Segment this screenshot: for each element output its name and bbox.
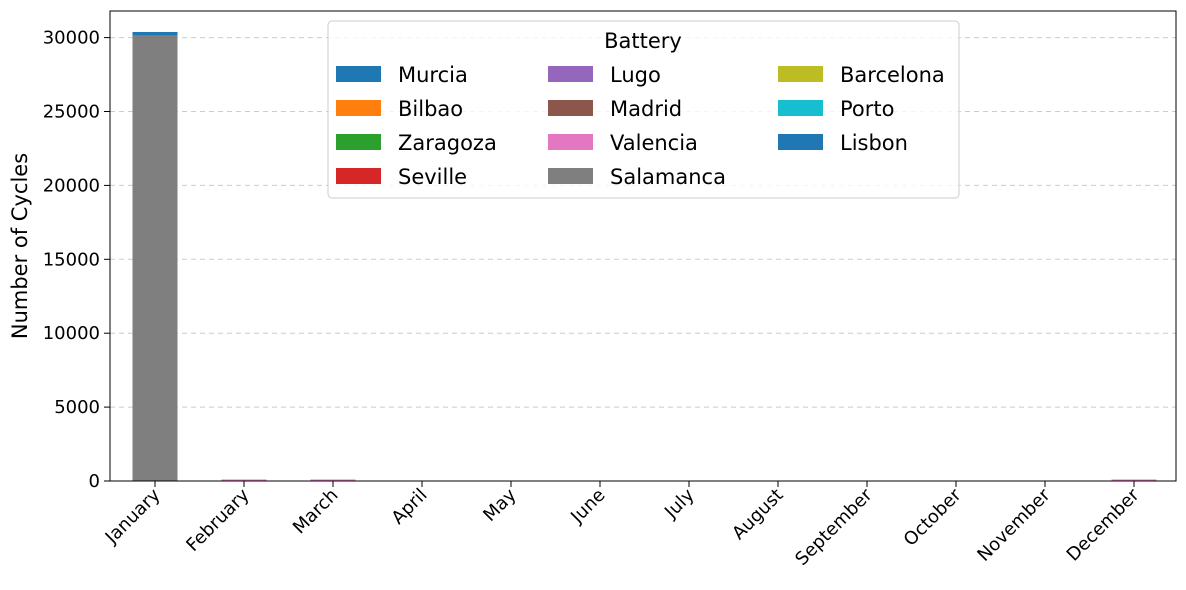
legend-label-madrid: Madrid [610, 97, 682, 121]
y-tick-label: 0 [89, 471, 100, 492]
x-tick-label: March [289, 485, 343, 539]
legend-swatch-seville [336, 168, 381, 184]
legend-label-lugo: Lugo [610, 63, 661, 87]
y-tick-label: 30000 [43, 28, 100, 49]
y-tick-label: 5000 [54, 397, 100, 418]
x-tick-label: August [728, 485, 787, 544]
plot-area-frame [109, 10, 1177, 482]
y-tick-label: 25000 [43, 102, 100, 123]
x-tick-label: July [660, 484, 699, 523]
x-tick-label: May [479, 484, 520, 525]
legend-swatch-zaragoza [336, 134, 381, 150]
y-tick-label: 10000 [43, 323, 100, 344]
legend-label-bilbao: Bilbao [398, 97, 463, 121]
legend-label-barcelona: Barcelona [840, 63, 945, 87]
legend-swatch-murcia [336, 66, 381, 82]
x-tick-label: June [566, 485, 609, 528]
legend-swatch-lisbon [778, 134, 823, 150]
x-tick-label: September [791, 484, 877, 570]
x-tick-label: January [101, 484, 165, 548]
legend-swatch-bilbao [336, 100, 381, 116]
y-tick-label: 20000 [43, 175, 100, 196]
legend-swatch-madrid [548, 100, 593, 116]
legend: Battery Murcia Bilbao Zaragoza Seville Lugo M… [327, 20, 960, 199]
bar-valencia-december [1111, 479, 1157, 481]
x-tick-label: October [900, 484, 966, 550]
y-axis-title: Number of Cycles [8, 153, 32, 339]
x-tick-label: November [973, 484, 1054, 565]
y-tick-label: 15000 [43, 249, 100, 270]
legend-swatch-barcelona [778, 66, 823, 82]
bar-valencia-february [221, 479, 267, 481]
legend-label-porto: Porto [840, 97, 894, 121]
bar-lisbon-january [132, 31, 178, 36]
legend-swatch-salamanca [548, 168, 593, 184]
x-tick-label: February [182, 484, 253, 555]
legend-swatch-valencia [548, 134, 593, 150]
bar-salamanca-january [132, 35, 178, 481]
legend-box [327, 20, 960, 199]
x-axis: January February March April May June July Augu… [101, 481, 1144, 570]
bars [132, 31, 1157, 481]
legend-label-salamanca: Salamanca [610, 165, 726, 189]
legend-label-murcia: Murcia [398, 63, 468, 87]
legend-swatch-lugo [548, 66, 593, 82]
legend-label-lisbon: Lisbon [840, 131, 908, 155]
bar-valencia-march [310, 479, 356, 481]
x-tick-label: December [1063, 484, 1144, 565]
legend-label-seville: Seville [398, 165, 467, 189]
legend-title: Battery [604, 29, 682, 53]
legend-label-valencia: Valencia [610, 131, 698, 155]
x-tick-label: April [388, 485, 432, 529]
y-axis: 0 5000 10000 15000 20000 25000 30000 [43, 28, 110, 492]
legend-label-zaragoza: Zaragoza [398, 131, 497, 155]
legend-swatch-porto [778, 100, 823, 116]
